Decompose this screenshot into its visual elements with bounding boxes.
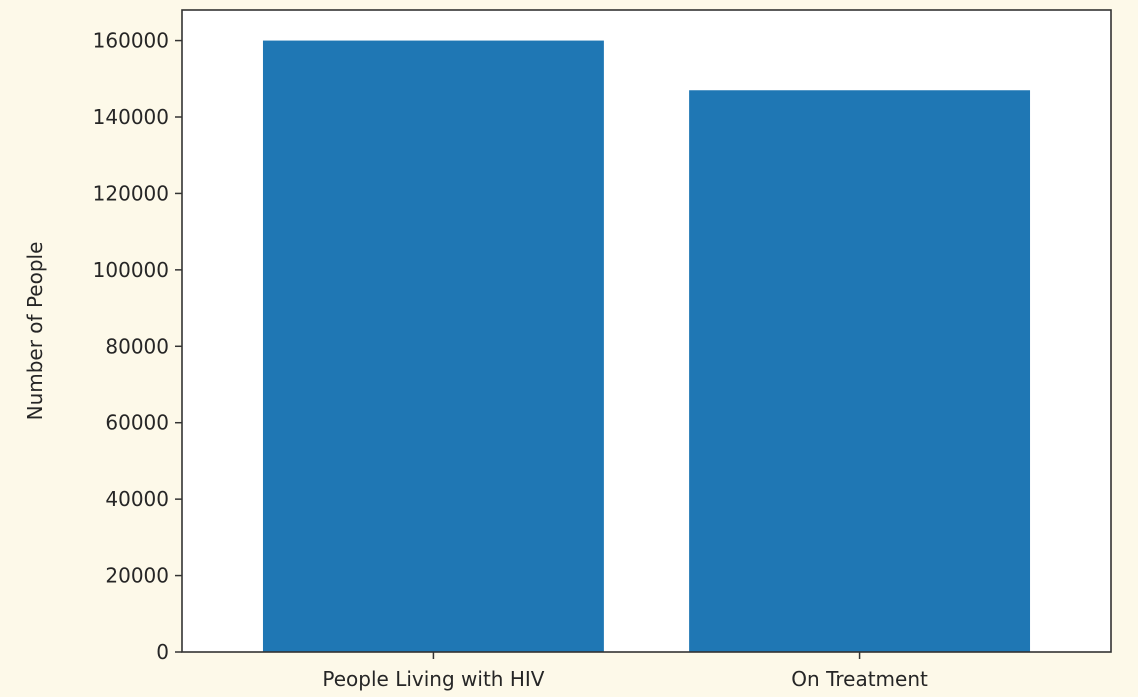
bars-group [262, 40, 1031, 653]
y-tick-label: 0 [156, 640, 169, 664]
x-tick-label: People Living with HIV [322, 667, 544, 691]
y-tick-label: 140000 [93, 105, 169, 129]
x-tick-label: On Treatment [791, 667, 928, 691]
y-tick-label: 20000 [105, 564, 169, 588]
bar-0 [262, 40, 604, 653]
y-tick-label: 160000 [93, 29, 169, 53]
y-tick-label: 80000 [105, 334, 169, 358]
y-tick-label: 60000 [105, 411, 169, 435]
y-tick-label: 120000 [93, 181, 169, 205]
bar-1 [689, 90, 1031, 652]
x-axis-ticks: People Living with HIV On Treatment [322, 652, 928, 691]
y-axis-label: Number of People [23, 242, 47, 421]
y-axis-ticks: 0 20000 40000 60000 80000 100000 120000 140000 1… [93, 29, 182, 664]
y-tick-label: 40000 [105, 487, 169, 511]
y-tick-label: 100000 [93, 258, 169, 282]
plot-frame [181, 9, 1112, 653]
